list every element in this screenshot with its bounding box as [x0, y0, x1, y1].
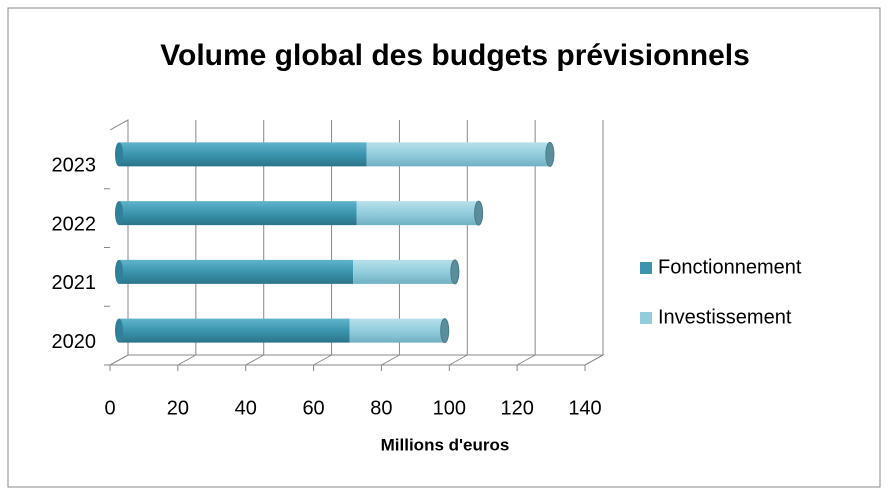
y-tick-label: 2023: [52, 155, 97, 177]
chart-border: [7, 7, 881, 488]
grid-line: [177, 354, 197, 366]
bar: [366, 142, 550, 167]
bar-base: [115, 142, 123, 167]
bar-base: [115, 318, 123, 343]
x-tick-label: 120: [500, 397, 533, 419]
bar: [119, 259, 354, 284]
x-tick-label: 40: [235, 397, 257, 419]
bar-cap: [450, 259, 460, 285]
grid-line: [381, 354, 400, 366]
bar-cap: [474, 200, 484, 226]
x-tick-label: 80: [370, 397, 392, 419]
grid-line: [313, 354, 332, 366]
x-tick-label: 0: [104, 397, 115, 419]
y-tick-label: 2022: [52, 213, 97, 235]
y-tick-label: 2020: [52, 331, 97, 353]
bar-base: [115, 259, 123, 284]
bar: [119, 142, 367, 167]
bar-cap: [440, 318, 450, 344]
grid-line: [516, 354, 536, 366]
x-tick-label: 20: [167, 397, 189, 419]
chart-title: Volume global des budgets prévisionnels: [160, 39, 750, 72]
y-tick-label: 2021: [52, 272, 97, 294]
bar: [349, 318, 445, 343]
bar-base: [115, 201, 123, 226]
bar-cap: [545, 141, 555, 167]
bar: [353, 259, 455, 284]
x-axis-label: Millions d'euros: [381, 435, 510, 454]
bar: [119, 318, 350, 343]
legend-label: Investissement: [658, 306, 792, 328]
legend-swatch: [640, 312, 652, 324]
legend-swatch: [640, 262, 652, 274]
legend-label: Fonctionnement: [658, 256, 802, 278]
grid-line: [109, 354, 129, 366]
x-tick-label: 140: [568, 397, 601, 419]
bar: [119, 201, 357, 226]
grid-line: [449, 354, 468, 366]
x-tick-label: 100: [433, 397, 466, 419]
x-tick-label: 60: [302, 397, 324, 419]
grid-line: [584, 354, 604, 366]
bar: [356, 201, 479, 226]
grid-line: [245, 354, 264, 366]
